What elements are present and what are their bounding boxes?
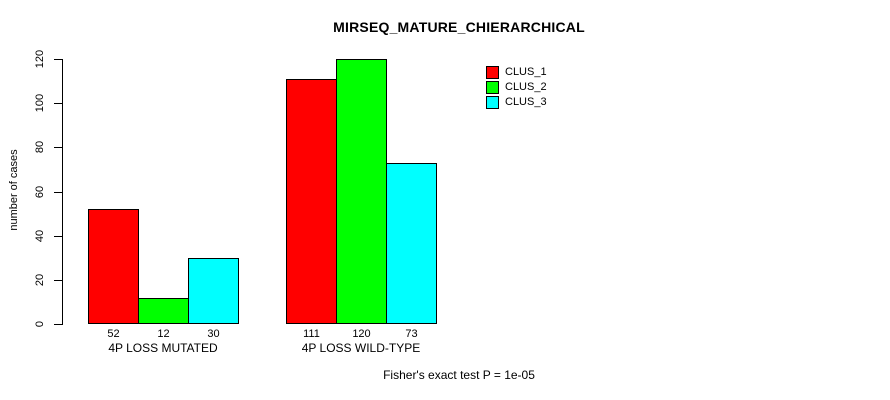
y-axis-line — [62, 59, 63, 325]
y-axis-tick — [54, 324, 62, 325]
legend-swatch — [486, 81, 499, 94]
y-axis-title: number of cases — [8, 149, 20, 231]
y-axis-tick — [54, 280, 62, 281]
bar — [188, 258, 239, 324]
y-axis-tick — [54, 192, 62, 193]
stat-test-annotation: Fisher's exact test P = 1e-05 — [383, 368, 535, 382]
y-axis-tick — [54, 103, 62, 104]
bar-value-label: 73 — [405, 328, 418, 340]
bar — [336, 59, 387, 324]
bar — [138, 298, 189, 324]
category-label: 4P LOSS MUTATED — [108, 341, 218, 355]
bar-value-label: 30 — [207, 328, 220, 340]
bar-value-label: 120 — [352, 328, 371, 340]
category-label: 4P LOSS WILD-TYPE — [301, 341, 421, 355]
y-axis-tick — [54, 236, 62, 237]
bar — [286, 79, 337, 324]
bar-value-label: 111 — [303, 328, 320, 340]
bar — [88, 209, 139, 324]
bar-value-label: 52 — [107, 328, 120, 340]
bar-value-label: 12 — [157, 328, 170, 340]
y-axis-tick — [54, 147, 62, 148]
legend-label: CLUS_1 — [505, 66, 547, 78]
chart-title: MIRSEQ_MATURE_CHIERARCHICAL — [333, 19, 585, 35]
bar — [386, 163, 437, 324]
y-axis-tick — [54, 59, 62, 60]
legend-swatch — [486, 66, 499, 79]
legend-swatch — [486, 96, 499, 109]
legend-label: CLUS_3 — [505, 96, 547, 108]
legend-label: CLUS_2 — [505, 81, 547, 93]
y-axis-tick-label: 120 — [34, 49, 46, 69]
